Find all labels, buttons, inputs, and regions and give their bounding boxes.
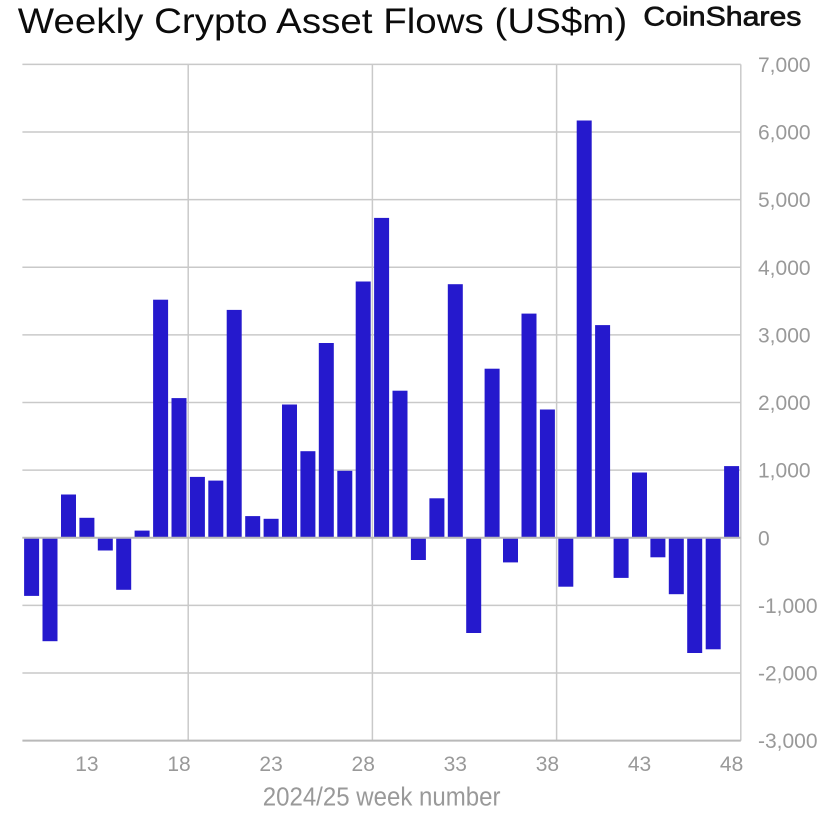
svg-text:-1,000: -1,000	[758, 595, 818, 618]
svg-text:1,000: 1,000	[758, 460, 811, 483]
svg-text:Weekly Crypto Asset Flows (US$: Weekly Crypto Asset Flows (US$m)	[18, 2, 627, 41]
svg-text:2,000: 2,000	[758, 392, 811, 415]
svg-text:2024/25 week number: 2024/25 week number	[263, 784, 501, 812]
svg-text:48: 48	[720, 753, 743, 776]
svg-text:23: 23	[259, 753, 282, 776]
svg-text:3,000: 3,000	[758, 325, 811, 348]
svg-text:43: 43	[628, 753, 651, 776]
svg-text:-3,000: -3,000	[758, 730, 818, 753]
svg-text:18: 18	[167, 753, 190, 776]
svg-text:28: 28	[352, 753, 375, 776]
svg-text:13: 13	[75, 753, 98, 776]
svg-text:7,000: 7,000	[758, 54, 811, 77]
svg-text:6,000: 6,000	[758, 122, 811, 145]
svg-text:5,000: 5,000	[758, 189, 811, 212]
svg-text:0: 0	[758, 527, 770, 550]
svg-text:33: 33	[444, 753, 467, 776]
svg-text:CoinShares: CoinShares	[643, 2, 801, 32]
svg-text:4,000: 4,000	[758, 257, 811, 280]
svg-text:-2,000: -2,000	[758, 663, 818, 686]
svg-text:38: 38	[536, 753, 559, 776]
